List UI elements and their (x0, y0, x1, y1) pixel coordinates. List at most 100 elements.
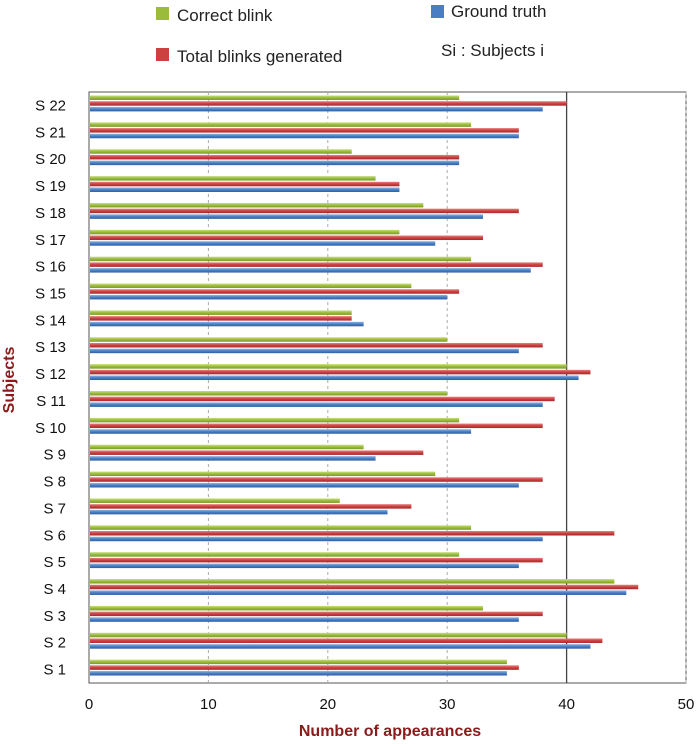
bar-s4-total-blinks-generated (90, 584, 639, 590)
bar-s17-correct-blink (90, 229, 400, 235)
bar-s11-ground-truth (90, 402, 543, 407)
bar-s5-total-blinks-generated (90, 557, 543, 563)
x-tick-labels: 0 10 20 30 40 50 (85, 696, 695, 713)
bar-s6-ground-truth (90, 536, 543, 542)
bar-s8-ground-truth (90, 482, 519, 488)
x-tick-0: 0 (85, 696, 93, 713)
bar-s15-ground-truth (90, 294, 448, 300)
bar-s17-ground-truth (90, 241, 436, 246)
y-tick-s17: S 17 (35, 232, 66, 249)
legend-swatch-correct-blink (156, 7, 169, 20)
legend-swatch-ground-truth (431, 5, 444, 18)
bar-s16-ground-truth (90, 268, 531, 273)
bar-s22-total-blinks-generated (90, 101, 567, 106)
bar-s13-correct-blink (90, 337, 448, 342)
y-tick-s16: S 16 (35, 259, 66, 276)
bar-s1-ground-truth (90, 671, 507, 676)
bar-s18-correct-blink (90, 202, 424, 208)
bar-s15-total-blinks-generated (90, 289, 460, 294)
bar-s3-correct-blink (90, 605, 484, 611)
y-tick-s3: S 3 (43, 608, 66, 625)
y-tick-s5: S 5 (43, 554, 66, 571)
bar-s2-correct-blink (90, 632, 567, 638)
y-tick-s21: S 21 (35, 124, 66, 141)
legend-subjects-note: Si : Subjects i (441, 41, 544, 60)
y-tick-s11: S 11 (36, 393, 66, 410)
y-tick-labels: S 1 S 2 S 3 S 4 S 5 S 6 S 7 S 8 S 9 S 10 S 11 S 12 S… (35, 97, 66, 678)
y-tick-s6: S 6 (43, 527, 66, 544)
bar-s14-total-blinks-generated (90, 316, 352, 321)
y-tick-s2: S 2 (43, 635, 66, 652)
legend-label-ground-truth: Ground truth (451, 2, 546, 21)
y-tick-s13: S 13 (35, 339, 66, 356)
bar-s22-correct-blink (90, 95, 460, 100)
bar-s11-correct-blink (90, 391, 448, 396)
y-tick-s12: S 12 (35, 366, 66, 383)
y-tick-s7: S 7 (43, 500, 66, 517)
legend-label-correct-blink: Correct blink (177, 6, 273, 25)
bar-s4-correct-blink (90, 579, 615, 584)
bar-s19-ground-truth (90, 187, 400, 192)
bar-s5-correct-blink (90, 552, 460, 557)
bar-s14-ground-truth (90, 321, 364, 327)
bar-s21-correct-blink (90, 122, 472, 127)
bar-s3-total-blinks-generated (90, 611, 543, 617)
bar-s7-correct-blink (90, 498, 340, 503)
bar-s13-total-blinks-generated (90, 342, 543, 348)
bar-s22-ground-truth (90, 106, 543, 112)
x-tick-20: 20 (319, 696, 336, 713)
bar-s9-total-blinks-generated (90, 450, 424, 455)
bar-s9-correct-blink (90, 444, 364, 450)
bar-s21-ground-truth (90, 133, 519, 139)
bar-s16-total-blinks-generated (90, 262, 543, 267)
y-tick-s14: S 14 (35, 312, 66, 329)
y-tick-s18: S 18 (35, 205, 66, 222)
bar-s11-total-blinks-generated (90, 396, 555, 402)
bar-s20-correct-blink (90, 149, 352, 154)
x-tick-50: 50 (678, 696, 695, 713)
y-tick-s22: S 22 (35, 97, 66, 114)
bar-s12-correct-blink (90, 364, 567, 369)
bar-s19-correct-blink (90, 176, 376, 181)
bar-s1-total-blinks-generated (90, 665, 519, 670)
bar-s10-correct-blink (90, 417, 460, 423)
bar-s20-ground-truth (90, 160, 460, 166)
legend-label-total-blinks: Total blinks generated (177, 47, 342, 66)
y-axis-title: Subjects (1, 347, 18, 414)
bar-s16-correct-blink (90, 256, 472, 262)
y-tick-s19: S 19 (35, 178, 66, 195)
y-tick-s10: S 10 (35, 420, 66, 437)
bar-s1-correct-blink (90, 659, 507, 665)
bar-s18-ground-truth (90, 214, 484, 219)
y-tick-s9: S 9 (43, 447, 66, 464)
bar-s17-total-blinks-generated (90, 235, 484, 241)
bar-s8-correct-blink (90, 471, 436, 477)
x-tick-40: 40 (558, 696, 575, 713)
y-tick-s20: S 20 (35, 151, 66, 168)
bar-s18-total-blinks-generated (90, 208, 519, 214)
bar-s13-ground-truth (90, 348, 519, 354)
y-tick-s8: S 8 (43, 474, 66, 491)
x-tick-30: 30 (439, 696, 456, 713)
legend-swatch-total-blinks (156, 48, 169, 61)
x-tick-10: 10 (200, 696, 217, 713)
bar-s9-ground-truth (90, 456, 376, 461)
bar-s6-total-blinks-generated (90, 531, 615, 536)
bars (90, 95, 639, 676)
x-axis-title: Number of appearances (299, 723, 481, 740)
y-tick-s4: S 4 (43, 581, 66, 598)
bar-s7-total-blinks-generated (90, 504, 412, 509)
bar-s6-correct-blink (90, 525, 472, 530)
bar-s21-total-blinks-generated (90, 128, 519, 133)
bar-s4-ground-truth (90, 590, 627, 595)
bar-s12-ground-truth (90, 375, 579, 381)
bar-s10-total-blinks-generated (90, 423, 543, 429)
bar-s12-total-blinks-generated (90, 369, 591, 375)
y-tick-s15: S 15 (35, 285, 66, 302)
y-tick-s1: S 1 (43, 662, 66, 679)
bar-s14-correct-blink (90, 310, 352, 315)
bar-s5-ground-truth (90, 563, 519, 569)
bar-s8-total-blinks-generated (90, 477, 543, 482)
bar-s7-ground-truth (90, 509, 388, 515)
